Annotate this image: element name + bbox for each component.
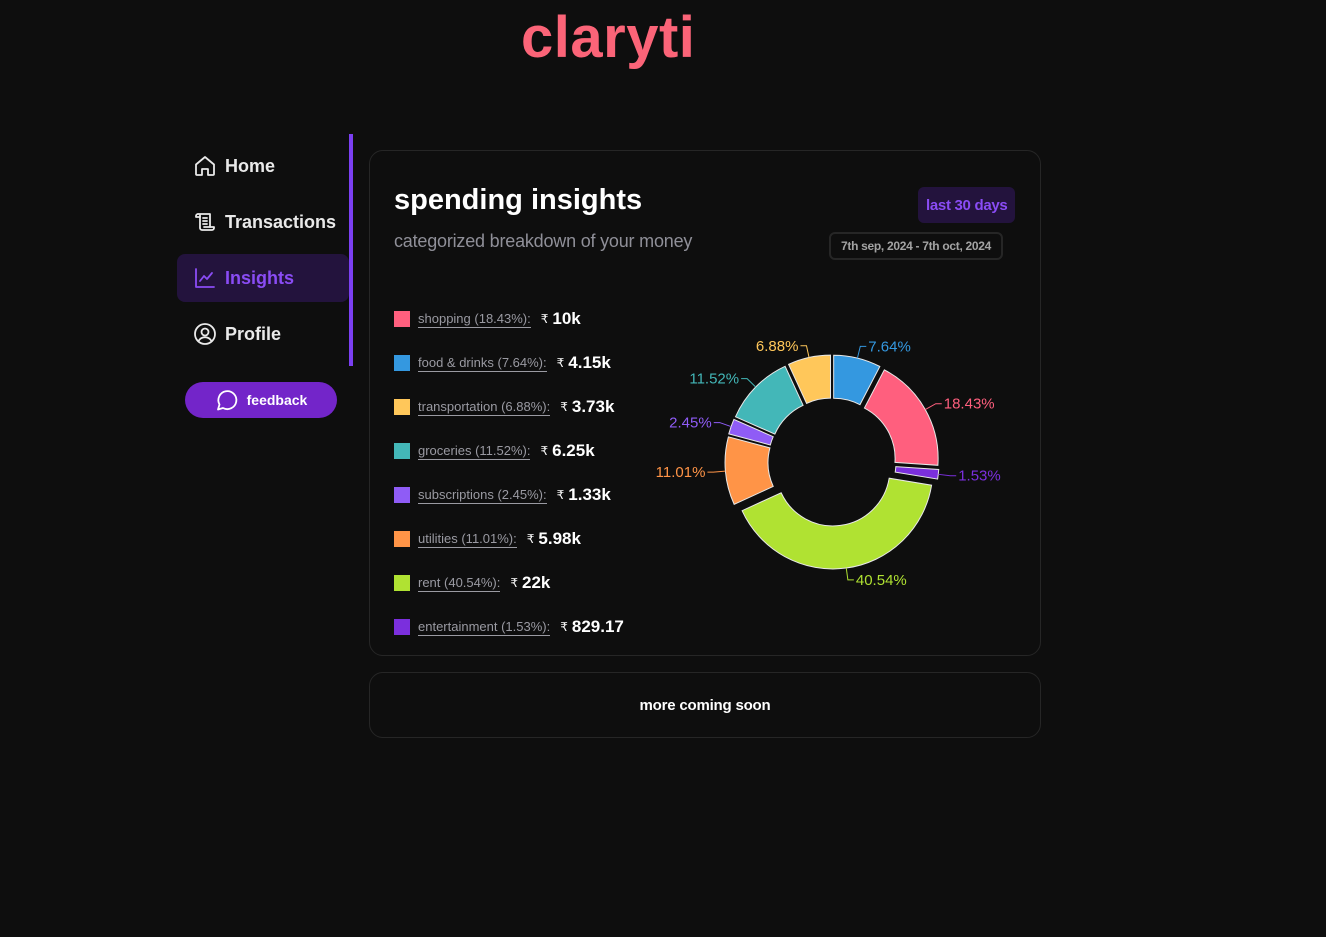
sidebar-item-insights[interactable]: Insights [177,254,349,302]
coming-soon-card: more coming soon [369,672,1041,738]
sidebar-item-label: Profile [225,323,282,344]
donut-slice-rent[interactable] [741,477,933,570]
leader-line [938,473,957,477]
coming-soon-text: more coming soon [639,696,771,714]
category-label[interactable]: rent (40.54%): [418,574,501,592]
page-title: spending insights [394,184,643,216]
category-label[interactable]: groceries (11.52%): [418,442,531,460]
leader-line [856,345,867,359]
legend-item-subscriptions: subscriptions (2.45%): ₹ 1.33k [394,473,624,517]
legend-item-rent: rent (40.54%): ₹ 22k [394,561,624,605]
sidebar-item-label: Transactions [225,211,337,232]
legend-item-groceries: groceries (11.52%): ₹ 6.25k [394,429,624,473]
donut-slice-utilities[interactable] [724,436,774,506]
slice-percent-label: 11.52% [689,371,739,388]
date-range-display: 7th sep, 2024 - 7th oct, 2024 [829,232,1004,260]
range-badge[interactable]: last 30 days [918,187,1016,223]
rupee-icon: ₹ [540,444,549,458]
sidebar-item-label: Insights [225,267,295,288]
slice-percent-label: 11.01% [656,464,706,481]
sidebar-item-profile[interactable]: Profile [177,310,349,358]
leader-line [845,567,854,581]
category-label[interactable]: shopping (18.43%): [418,310,531,328]
leader-line [741,378,757,388]
slice-percent-label: 40.54% [856,572,907,589]
feedback-button[interactable]: feedback [185,382,337,418]
donut-slice-groceries[interactable] [734,365,804,435]
category-amount: 10k [552,309,581,328]
slice-percent-label: 7.64% [868,338,911,355]
user-circle-icon [193,322,217,346]
scroll-icon [193,210,217,234]
legend-item-shopping: shopping (18.43%): ₹ 10k [394,297,624,341]
donut-slice-transportation[interactable] [787,354,831,405]
donut-slice-entertainment[interactable] [894,466,940,480]
category-amount: 3.73k [571,397,615,416]
color-swatch [394,619,410,635]
rupee-icon: ₹ [540,312,549,326]
slice-percent-label: 1.53% [958,468,1001,485]
color-swatch [394,531,410,547]
slice-percent-label: 2.45% [669,415,712,432]
donut-slice-shopping[interactable] [863,369,939,466]
category-amount: 829.17 [571,617,624,636]
chat-bubble-icon [215,388,239,412]
category-legend: shopping (18.43%): ₹ 10k food & drinks (… [394,297,624,649]
category-amount: 4.15k [568,353,611,372]
donut-slice-food-drinks[interactable] [833,354,881,406]
leader-line [707,470,726,473]
category-amount: 1.33k [568,485,611,504]
rupee-icon: ₹ [556,488,565,502]
legend-item-entertainment: entertainment (1.53%): ₹ 829.17 [394,605,624,649]
line-chart-icon [193,266,217,290]
sidebar-active-rail [349,134,353,366]
category-label[interactable]: food & drinks (7.64%): [418,354,547,372]
category-label[interactable]: utilities (11.01%): [418,530,517,548]
rupee-icon: ₹ [560,620,568,634]
home-icon [193,154,217,178]
color-swatch [394,575,410,591]
color-swatch [394,487,410,503]
category-amount: 22k [522,573,551,592]
spending-insights-card: spending insights categorized breakdown … [369,150,1041,656]
rupee-icon: ₹ [526,532,535,546]
slice-percent-label: 18.43% [944,396,995,413]
sidebar-item-transactions[interactable]: Transactions [177,198,349,246]
color-swatch [394,355,410,371]
leader-line [713,422,732,428]
category-label[interactable]: transportation (6.88%): [418,398,551,416]
rupee-icon: ₹ [560,400,568,414]
category-amount: 5.98k [538,529,581,548]
color-swatch [394,311,410,327]
leader-line [800,345,810,358]
feedback-label: feedback [246,392,308,408]
category-amount: 6.25k [552,441,595,460]
donut-slice-subscriptions[interactable] [728,418,774,446]
legend-item-transportation: transportation (6.88%): ₹ 3.73k [394,385,624,429]
legend-item-utilities: utilities (11.01%): ₹ 5.98k [394,517,624,561]
color-swatch [394,443,410,459]
rupee-icon: ₹ [510,576,519,590]
app-logo: claryti [521,5,696,70]
sidebar-item-label: Home [225,155,276,176]
category-label[interactable]: subscriptions (2.45%): [418,486,547,504]
sidebar: Home Transactions Insights Profile [177,134,353,366]
card-subtitle: categorized breakdown of your money [394,231,693,251]
donut-chart: 7.64% 18.43% 1.53% 40.54% 11.01% 2.45% 11.52% 6… [650,321,1030,611]
donut-chart-svg: 7.64% 18.43% 1.53% 40.54% 11.01% 2.45% 11.52% 6… [656,338,1001,589]
rupee-icon: ₹ [556,356,565,370]
category-label[interactable]: entertainment (1.53%): [418,618,551,636]
leader-line [925,403,942,411]
slice-percent-label: 6.88% [756,338,799,355]
color-swatch [394,399,410,415]
sidebar-item-home[interactable]: Home [177,142,349,190]
legend-item-food-drinks: food & drinks (7.64%): ₹ 4.15k [394,341,624,385]
